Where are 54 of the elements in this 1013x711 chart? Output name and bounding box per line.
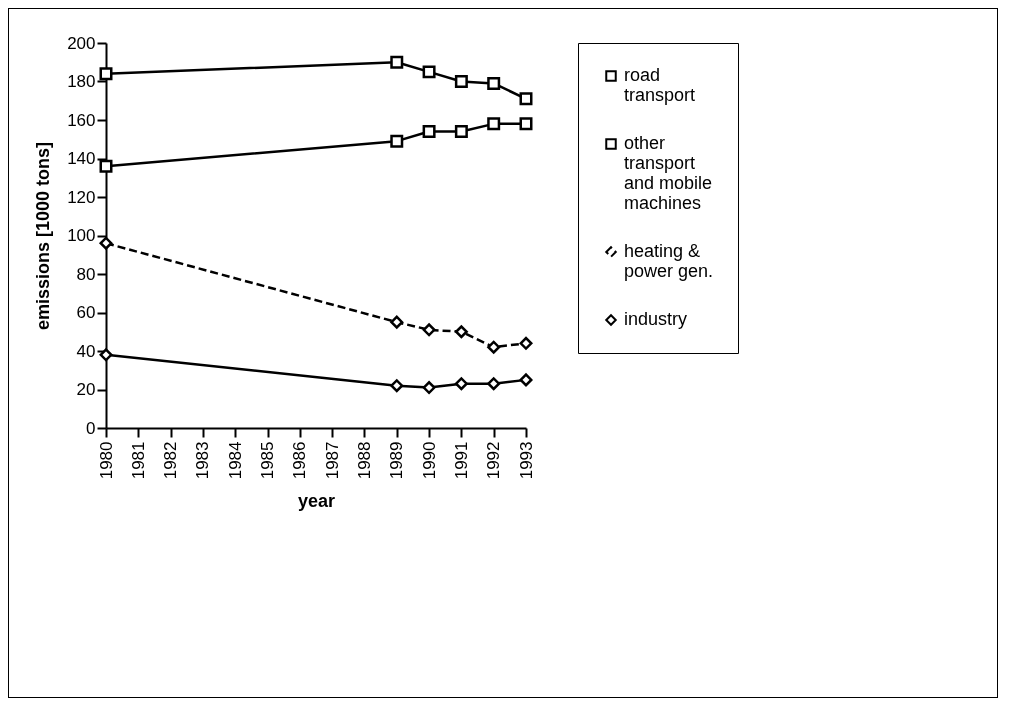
point (454, 325, 468, 339)
y-tick-label: 80 (76, 264, 96, 284)
y-tick-label: 140 (67, 149, 96, 168)
legend-label: other transport and mobile machines (624, 133, 713, 213)
legend-label: industry (624, 309, 688, 329)
point (454, 75, 468, 88)
y-tick-label: 60 (76, 303, 96, 322)
x-tick-label: 1980 (96, 441, 116, 480)
point (487, 340, 501, 354)
point (519, 92, 533, 106)
x-tick-label: 1990 (419, 441, 439, 480)
point (519, 373, 533, 387)
y-tick-label: 200 (67, 33, 96, 53)
y-tick-label: 20 (76, 380, 96, 399)
x-tick-label: 1986 (290, 441, 310, 480)
point (454, 377, 468, 391)
point (519, 336, 533, 350)
x-tick-label: 1992 (484, 441, 504, 480)
point (390, 55, 404, 69)
point (99, 236, 113, 250)
y-tick-label: 100 (67, 226, 96, 245)
point (390, 315, 404, 329)
x-axis-title: year (297, 491, 336, 512)
x-tick-label: 1987 (322, 441, 342, 480)
point (422, 65, 436, 79)
point (454, 125, 468, 139)
point (422, 323, 436, 337)
x-tick-label: 1983 (193, 441, 213, 480)
x-tick-label: 1985 (258, 441, 278, 480)
point (487, 76, 501, 90)
point (487, 377, 501, 391)
point (99, 159, 113, 173)
x-tick-label: 1993 (516, 441, 536, 480)
point (390, 379, 404, 393)
y-tick-label: 40 (76, 341, 96, 361)
x-tick-label: 1982 (161, 441, 181, 480)
point (422, 125, 436, 139)
y-tick-label: 120 (67, 187, 96, 207)
x-tick-label: 1984 (225, 441, 245, 480)
y-axis-title: emissions [1000 tons] (33, 141, 54, 331)
x-tick-label: 1981 (128, 441, 148, 480)
point (99, 67, 113, 81)
y-tick-label: 160 (67, 110, 96, 130)
y-tick-label: 180 (67, 72, 96, 91)
point (390, 134, 404, 148)
point (422, 381, 436, 395)
x-tick-label: 1988 (354, 441, 374, 480)
legend-label: heating & power gen. (624, 241, 714, 281)
x-tick-label: 1991 (451, 441, 471, 480)
x-tick-label: 1989 (387, 441, 407, 480)
point (519, 117, 533, 131)
y-tick-label: 0 (86, 418, 96, 438)
point (487, 117, 501, 131)
legend-label: road transport (624, 65, 696, 105)
